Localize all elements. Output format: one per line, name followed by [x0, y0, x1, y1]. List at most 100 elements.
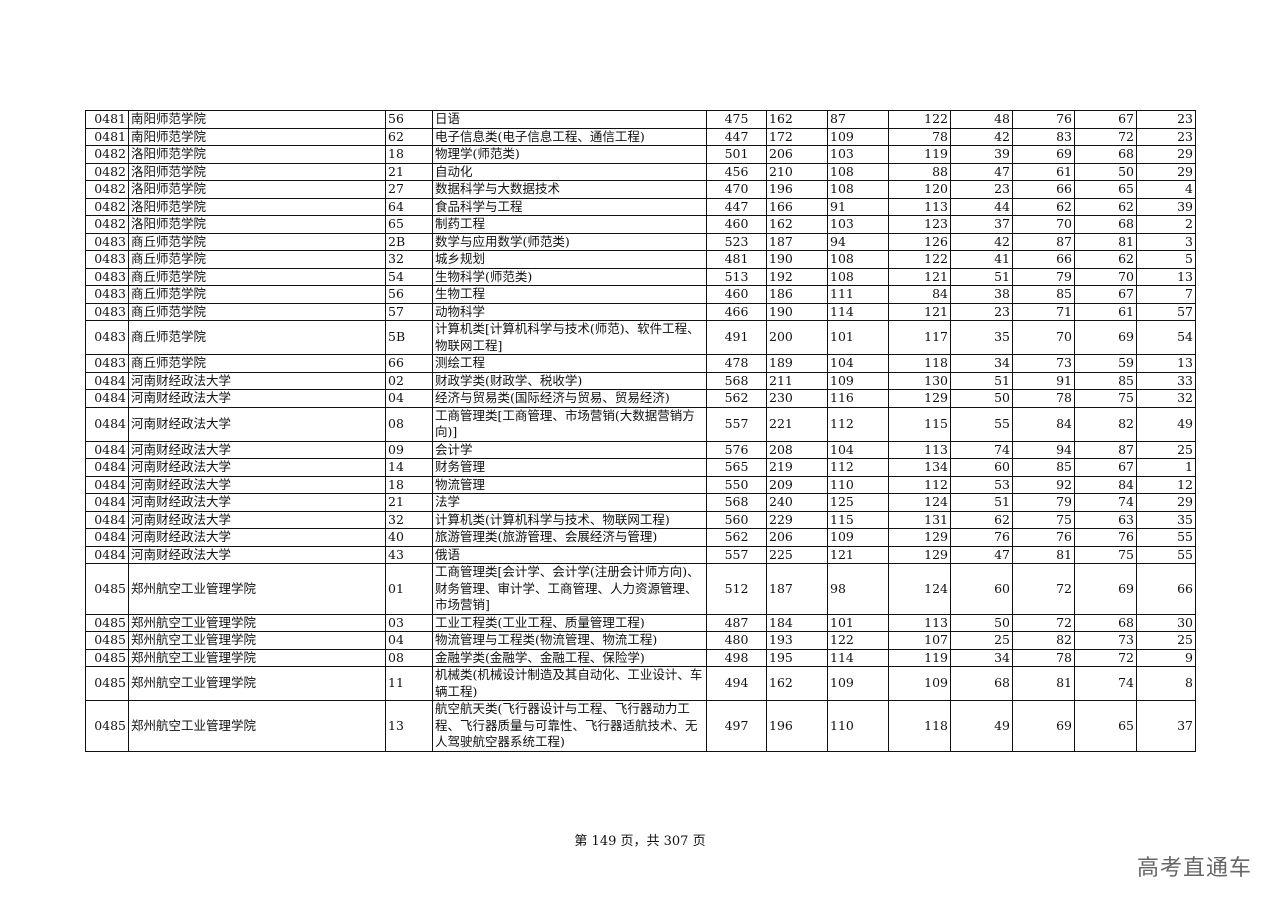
- score-col-5-cell: 51: [950, 267, 1013, 286]
- table-row: 0482 洛阳师范学院 64 食品科学与工程 447 166 91 113 44 62 62 39: [85, 197, 1196, 216]
- school-code-cell: 0484: [85, 440, 129, 459]
- major-name-cell: 数学与应用数学(师范类): [432, 232, 707, 251]
- score-col-7-cell: 65: [1074, 180, 1137, 199]
- score-col-7-cell: 68: [1074, 215, 1137, 234]
- score-col-3-cell: 115: [827, 510, 889, 529]
- group-code-cell: 57: [385, 302, 433, 321]
- watermark-logo: 高考直通车: [1136, 856, 1252, 881]
- group-code-cell: 18: [385, 475, 433, 494]
- school-name-cell: 商丘师范学院: [128, 320, 386, 355]
- score-col-7-cell: 62: [1074, 197, 1137, 216]
- total-score-cell: 560: [706, 510, 767, 529]
- major-name-cell: 法学: [432, 493, 707, 512]
- school-name-cell: 河南财经政法大学: [128, 475, 386, 494]
- score-col-4-cell: 84: [888, 285, 951, 304]
- total-score-cell: 480: [706, 631, 767, 650]
- score-col-8-cell: 7: [1136, 285, 1196, 304]
- group-code-cell: 43: [385, 545, 433, 564]
- score-col-7-cell: 67: [1074, 285, 1137, 304]
- score-col-3-cell: 110: [827, 475, 889, 494]
- school-name-cell: 南阳师范学院: [128, 110, 386, 129]
- score-col-4-cell: 126: [888, 232, 951, 251]
- total-score-cell: 501: [706, 145, 767, 164]
- score-col-7-cell: 75: [1074, 389, 1137, 408]
- group-code-cell: 27: [385, 180, 433, 199]
- score-col-4-cell: 121: [888, 267, 951, 286]
- score-col-7-cell: 67: [1074, 458, 1137, 477]
- score-col-2-cell: 192: [766, 267, 828, 286]
- major-name-cell: 财政学类(财政学、税收学): [432, 371, 707, 390]
- school-code-cell: 0482: [85, 145, 129, 164]
- group-code-cell: 65: [385, 215, 433, 234]
- score-col-5-cell: 35: [950, 320, 1013, 355]
- score-col-4-cell: 113: [888, 440, 951, 459]
- score-col-3-cell: 122: [827, 631, 889, 650]
- score-col-7-cell: 65: [1074, 700, 1137, 752]
- table-row: 0483 商丘师范学院 66 测绘工程 478 189 104 118 34 73 59 13: [85, 354, 1196, 373]
- table-row: 0485 郑州航空工业管理学院 13 航空航天类(飞行器设计与工程、飞行器动力工程、飞…: [85, 700, 1196, 752]
- score-col-3-cell: 109: [827, 371, 889, 390]
- score-col-6-cell: 79: [1012, 493, 1075, 512]
- total-score-cell: 557: [706, 545, 767, 564]
- major-name-cell: 物流管理与工程类(物流管理、物流工程): [432, 631, 707, 650]
- score-col-4-cell: 113: [888, 197, 951, 216]
- score-col-3-cell: 114: [827, 648, 889, 667]
- total-score-cell: 512: [706, 563, 767, 615]
- score-col-8-cell: 12: [1136, 475, 1196, 494]
- school-name-cell: 郑州航空工业管理学院: [128, 666, 386, 701]
- score-col-6-cell: 62: [1012, 197, 1075, 216]
- score-col-2-cell: 200: [766, 320, 828, 355]
- score-col-6-cell: 66: [1012, 180, 1075, 199]
- score-col-2-cell: 221: [766, 406, 828, 442]
- group-code-cell: 2B: [385, 232, 433, 251]
- score-col-4-cell: 122: [888, 110, 951, 129]
- major-name-cell: 计算机类(计算机科学与技术、物联网工程): [432, 510, 707, 529]
- table-row: 0485 郑州航空工业管理学院 03 工业工程类(工业工程、质量管理工程) 487 184…: [85, 613, 1196, 632]
- score-col-5-cell: 48: [950, 110, 1013, 129]
- school-code-cell: 0484: [85, 493, 129, 512]
- score-col-7-cell: 69: [1074, 320, 1137, 355]
- score-col-3-cell: 112: [827, 406, 889, 442]
- score-col-3-cell: 104: [827, 354, 889, 373]
- score-col-8-cell: 30: [1136, 613, 1196, 632]
- table-row: 0483 商丘师范学院 2B 数学与应用数学(师范类) 523 187 94 126 42 87 8…: [85, 232, 1196, 251]
- score-col-7-cell: 84: [1074, 475, 1137, 494]
- score-col-4-cell: 131: [888, 510, 951, 529]
- score-col-6-cell: 69: [1012, 700, 1075, 752]
- major-name-cell: 金融学类(金融学、金融工程、保险学): [432, 648, 707, 667]
- score-col-8-cell: 35: [1136, 510, 1196, 529]
- group-code-cell: 66: [385, 354, 433, 373]
- total-score-cell: 470: [706, 180, 767, 199]
- score-col-3-cell: 109: [827, 127, 889, 146]
- score-col-6-cell: 69: [1012, 145, 1075, 164]
- table-row: 0481 南阳师范学院 56 日语 475 162 87 122 48 76 67 23: [85, 110, 1196, 129]
- group-code-cell: 62: [385, 127, 433, 146]
- score-col-8-cell: 8: [1136, 666, 1196, 701]
- score-col-5-cell: 39: [950, 145, 1013, 164]
- school-name-cell: 河南财经政法大学: [128, 371, 386, 390]
- score-col-2-cell: 210: [766, 162, 828, 181]
- major-name-cell: 自动化: [432, 162, 707, 181]
- score-col-3-cell: 98: [827, 563, 889, 615]
- table-row: 0484 河南财经政法大学 02 财政学类(财政学、税收学) 568 211 109 130 5…: [85, 371, 1196, 390]
- group-code-cell: 56: [385, 110, 433, 129]
- score-col-6-cell: 85: [1012, 458, 1075, 477]
- table-row: 0484 河南财经政法大学 21 法学 568 240 125 124 51 79 74 29: [85, 493, 1196, 512]
- major-name-cell: 工商管理类[工商管理、市场营销(大数据营销方向)]: [432, 406, 707, 442]
- score-col-5-cell: 25: [950, 631, 1013, 650]
- total-score-cell: 447: [706, 127, 767, 146]
- group-code-cell: 32: [385, 250, 433, 269]
- school-code-cell: 0485: [85, 613, 129, 632]
- school-code-cell: 0485: [85, 648, 129, 667]
- group-code-cell: 08: [385, 406, 433, 442]
- score-col-5-cell: 42: [950, 127, 1013, 146]
- major-name-cell: 会计学: [432, 440, 707, 459]
- score-col-6-cell: 94: [1012, 440, 1075, 459]
- score-col-7-cell: 69: [1074, 563, 1137, 615]
- school-code-cell: 0485: [85, 666, 129, 701]
- major-name-cell: 计算机类[计算机科学与技术(师范)、软件工程、物联网工程]: [432, 320, 707, 355]
- score-col-8-cell: 13: [1136, 267, 1196, 286]
- score-col-8-cell: 49: [1136, 406, 1196, 442]
- major-name-cell: 航空航天类(飞行器设计与工程、飞行器动力工程、飞行器质量与可靠性、飞行器适航技术…: [432, 700, 707, 752]
- school-name-cell: 洛阳师范学院: [128, 215, 386, 234]
